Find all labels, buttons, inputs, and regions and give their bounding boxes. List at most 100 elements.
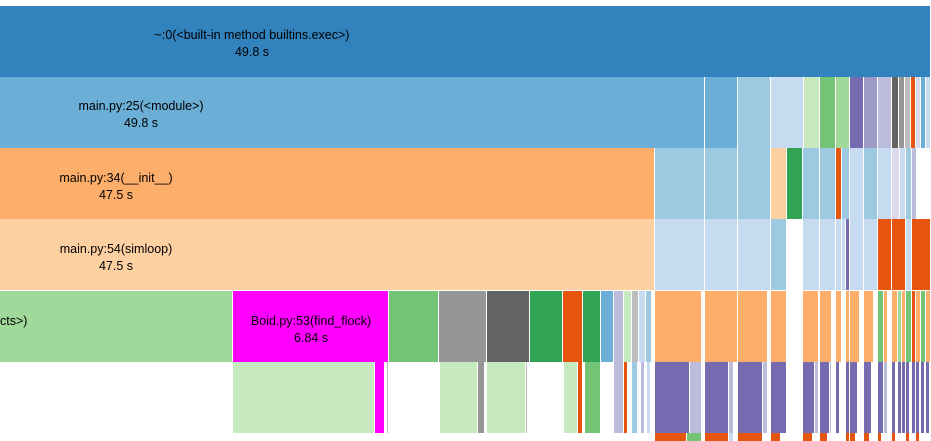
frame-block[interactable]: [850, 148, 864, 219]
frame-block[interactable]: [878, 291, 884, 362]
frame-block[interactable]: [585, 362, 601, 433]
frame-block[interactable]: [846, 433, 850, 441]
frame-block[interactable]: [624, 362, 628, 433]
frame-block[interactable]: [803, 362, 815, 433]
frame-block[interactable]: [842, 148, 850, 219]
frame-block[interactable]: [763, 362, 768, 433]
frame-block[interactable]: [892, 219, 906, 290]
frame-block[interactable]: [375, 362, 385, 433]
frame-block[interactable]: [864, 77, 878, 148]
frame-block[interactable]: [705, 219, 738, 290]
frame-block[interactable]: [912, 148, 917, 219]
frame-block[interactable]: [487, 362, 526, 433]
frame-block[interactable]: [850, 433, 856, 441]
frame-block[interactable]: [905, 77, 911, 148]
frame-block[interactable]: [624, 291, 632, 362]
frame-block[interactable]: [729, 433, 734, 441]
frame-block[interactable]: [912, 291, 916, 362]
frame-block[interactable]: [647, 362, 651, 433]
frame-block[interactable]: [892, 362, 896, 433]
frame-block[interactable]: [864, 148, 878, 219]
frame-block[interactable]: [906, 291, 912, 362]
frame-block[interactable]: [738, 77, 771, 148]
frame-block[interactable]: [803, 148, 820, 219]
frame-block[interactable]: [233, 362, 375, 433]
frame-block[interactable]: [389, 291, 439, 362]
frame-block[interactable]: [738, 148, 771, 219]
frame-block[interactable]: [705, 148, 738, 219]
frame-exec[interactable]: [0, 6, 931, 77]
frame-block[interactable]: [614, 291, 624, 362]
frame-block[interactable]: [655, 291, 702, 362]
frame-block[interactable]: [836, 148, 842, 219]
frame-block[interactable]: [639, 291, 646, 362]
frame-block[interactable]: [906, 148, 912, 219]
frame-block[interactable]: [864, 433, 870, 441]
frame-block[interactable]: [803, 433, 813, 441]
frame-block[interactable]: [803, 219, 820, 290]
frame-block[interactable]: [906, 219, 912, 290]
frame-block[interactable]: [771, 77, 804, 148]
frame-block[interactable]: [771, 433, 781, 441]
frame-block[interactable]: [771, 148, 787, 219]
frame-block[interactable]: [705, 362, 729, 433]
frame-block[interactable]: [836, 219, 842, 290]
frame-block[interactable]: [906, 433, 910, 441]
frame-block[interactable]: [916, 433, 920, 441]
frame-block[interactable]: [705, 433, 729, 441]
frame-block[interactable]: [655, 362, 690, 433]
frame-block[interactable]: [578, 362, 583, 433]
frame-block[interactable]: [803, 291, 819, 362]
frame-block[interactable]: [690, 362, 702, 433]
frame-block[interactable]: [478, 362, 485, 433]
frame-block[interactable]: [646, 291, 652, 362]
frame-block[interactable]: [916, 291, 921, 362]
frame-block[interactable]: [916, 77, 921, 148]
frame-block[interactable]: [878, 433, 882, 441]
frame-cut[interactable]: [0, 291, 233, 362]
frame-init[interactable]: [0, 148, 655, 219]
frame-block[interactable]: [820, 291, 832, 362]
frame-block[interactable]: [563, 291, 583, 362]
frame-block[interactable]: [850, 291, 860, 362]
frame-block[interactable]: [892, 148, 900, 219]
frame-find-flock[interactable]: [233, 291, 389, 362]
frame-block[interactable]: [738, 291, 768, 362]
frame-block[interactable]: [820, 77, 836, 148]
frame-block[interactable]: [926, 77, 931, 148]
frame-block[interactable]: [846, 219, 850, 290]
frame-block[interactable]: [878, 148, 892, 219]
frame-block[interactable]: [632, 362, 638, 433]
frame-block[interactable]: [820, 148, 836, 219]
frame-block[interactable]: [836, 291, 842, 362]
frame-block[interactable]: [771, 291, 787, 362]
frame-block[interactable]: [705, 77, 738, 148]
frame-block[interactable]: [902, 362, 906, 433]
frame-block[interactable]: [850, 77, 864, 148]
frame-block[interactable]: [911, 77, 916, 148]
frame-block[interactable]: [632, 291, 639, 362]
frame-block[interactable]: [846, 362, 850, 433]
frame-block[interactable]: [804, 77, 820, 148]
frame-block[interactable]: [820, 433, 828, 441]
frame-block[interactable]: [601, 291, 614, 362]
frame-block[interactable]: [906, 362, 910, 433]
frame-block[interactable]: [787, 148, 803, 219]
frame-block[interactable]: [898, 362, 902, 433]
frame-block[interactable]: [771, 362, 787, 433]
frame-block[interactable]: [836, 77, 850, 148]
frame-block[interactable]: [864, 362, 872, 433]
frame-block[interactable]: [900, 148, 906, 219]
frame-block[interactable]: [926, 291, 931, 362]
frame-block[interactable]: [902, 291, 906, 362]
frame-block[interactable]: [921, 362, 925, 433]
frame-simloop[interactable]: [0, 219, 655, 290]
frame-block[interactable]: [884, 362, 888, 433]
frame-block[interactable]: [898, 291, 902, 362]
frame-block[interactable]: [864, 219, 878, 290]
frame-block[interactable]: [820, 219, 836, 290]
frame-block[interactable]: [921, 291, 926, 362]
frame-block[interactable]: [487, 291, 530, 362]
frame-block[interactable]: [921, 77, 926, 148]
frame-block[interactable]: [655, 433, 687, 441]
